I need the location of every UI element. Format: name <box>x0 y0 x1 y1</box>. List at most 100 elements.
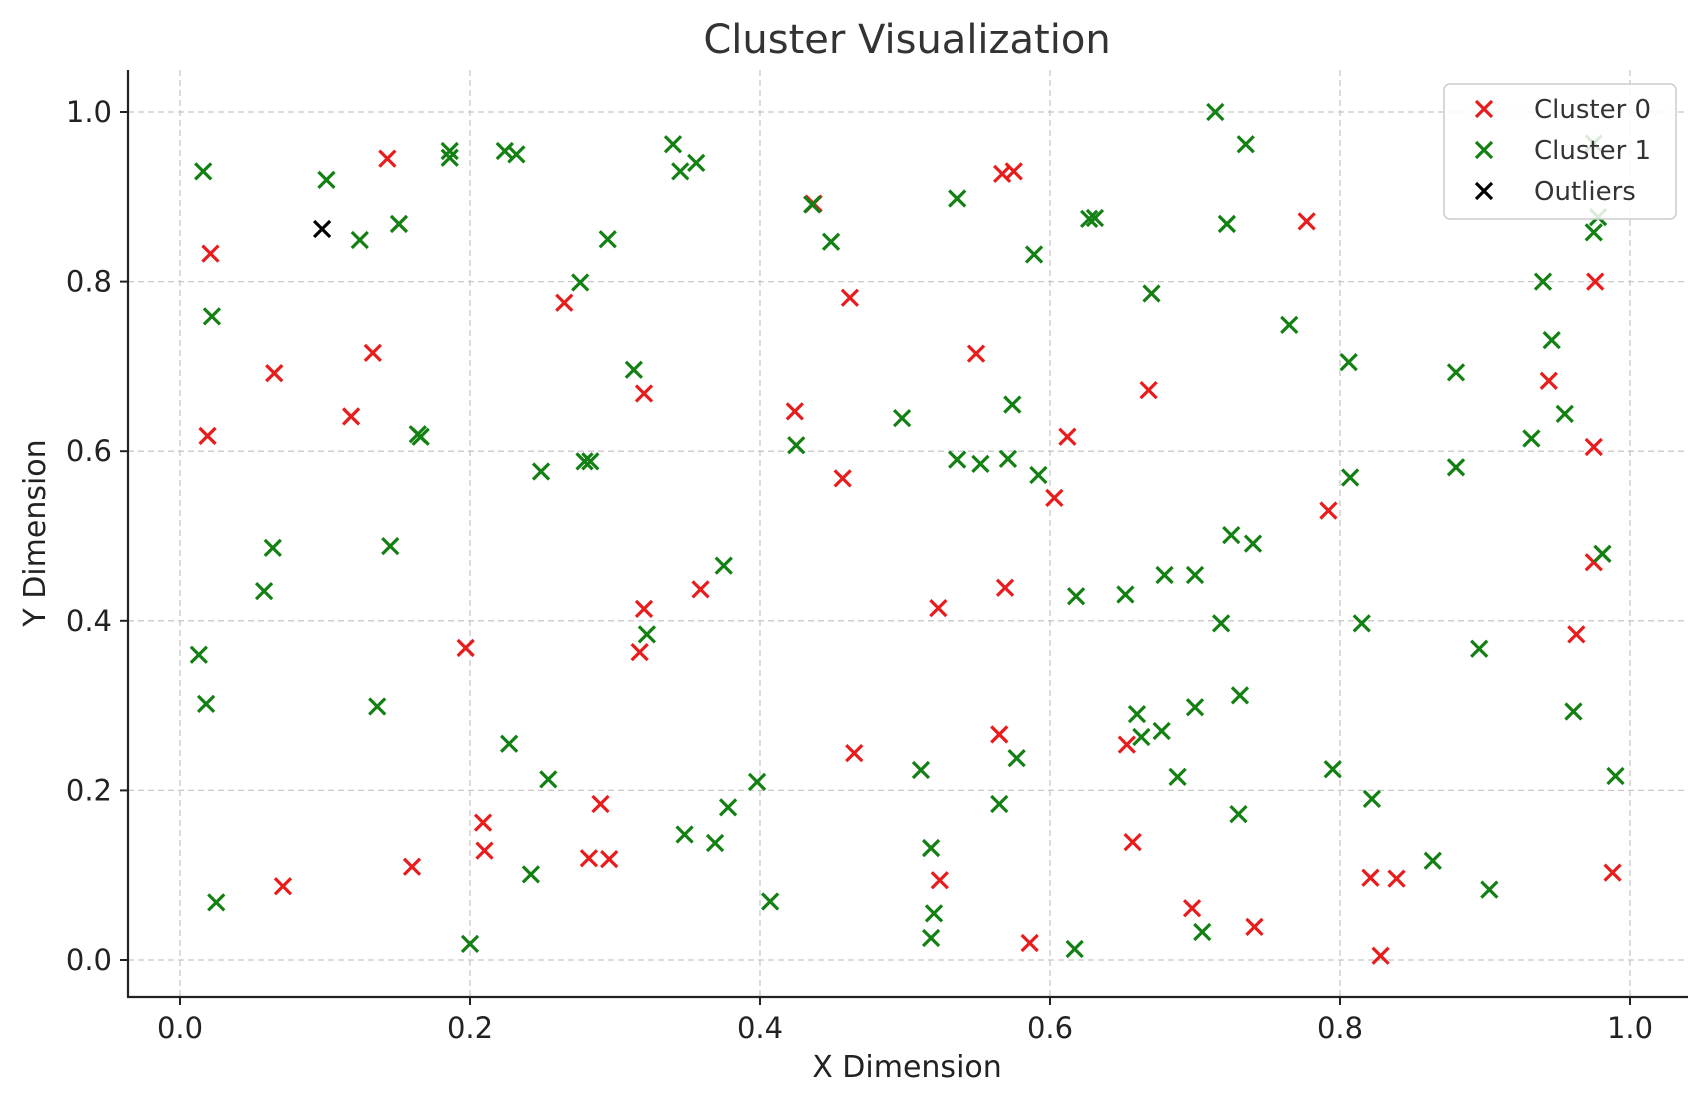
data-point <box>460 934 480 954</box>
data-point <box>1339 353 1358 372</box>
data-point <box>803 195 822 214</box>
data-points <box>189 102 1625 965</box>
data-point <box>1236 135 1255 154</box>
data-point <box>1564 702 1583 721</box>
data-point <box>624 360 643 379</box>
data-point <box>761 892 780 911</box>
data-point <box>1533 272 1553 291</box>
data-point <box>998 449 1018 468</box>
data-point <box>389 214 409 234</box>
data-point <box>1446 363 1466 382</box>
data-point <box>1362 789 1382 809</box>
data-point <box>930 871 949 890</box>
data-point <box>637 625 657 644</box>
data-point <box>948 450 967 469</box>
chart-title: Cluster Visualization <box>703 17 1110 63</box>
data-point <box>1470 639 1489 658</box>
data-point <box>1182 899 1202 918</box>
data-point <box>1116 585 1135 604</box>
data-point <box>402 857 422 876</box>
data-point <box>718 798 738 817</box>
data-point <box>840 288 860 307</box>
data-point <box>1229 805 1248 824</box>
y-tick-label: 1.0 <box>66 95 112 129</box>
data-point <box>201 244 220 263</box>
data-point <box>1155 565 1174 585</box>
data-point <box>691 580 710 599</box>
data-point <box>1168 767 1187 786</box>
y-axis-label: Y Dimension <box>18 439 53 627</box>
data-point <box>363 343 382 362</box>
data-point <box>1123 832 1142 852</box>
data-point <box>1003 395 1022 414</box>
data-point <box>1139 381 1158 400</box>
data-point <box>189 645 208 664</box>
data-point <box>1058 427 1077 446</box>
data-point <box>531 462 551 481</box>
data-point <box>1606 766 1625 786</box>
data-point <box>1567 625 1586 644</box>
data-point <box>1522 429 1541 448</box>
data-point <box>921 928 941 948</box>
data-point <box>456 638 475 658</box>
data-point <box>1206 102 1225 122</box>
x-axis-label: X Dimension <box>812 1050 1002 1085</box>
data-point <box>500 734 519 753</box>
data-point <box>1211 614 1231 633</box>
y-tick-label: 0.8 <box>66 265 112 299</box>
data-point <box>1004 162 1023 181</box>
legend-marker <box>1474 140 1494 160</box>
data-point <box>194 162 213 181</box>
y-tick-label: 0.6 <box>66 434 112 468</box>
data-point <box>1065 939 1084 959</box>
data-point <box>440 141 459 161</box>
series-cluster-0 <box>198 149 1622 965</box>
data-point <box>1007 749 1026 768</box>
y-tick-label: 0.2 <box>66 773 112 807</box>
data-point <box>475 841 494 860</box>
data-point <box>350 230 369 250</box>
data-point <box>1142 284 1161 303</box>
data-point <box>1542 330 1561 350</box>
data-point <box>341 407 361 426</box>
data-point <box>1297 212 1316 231</box>
series-outliers <box>312 219 332 239</box>
data-point <box>1480 880 1499 899</box>
data-point <box>571 273 590 292</box>
data-point <box>995 578 1015 597</box>
data-point <box>1080 209 1099 228</box>
data-point <box>1584 437 1603 457</box>
data-point <box>1024 245 1044 264</box>
data-point <box>714 556 733 575</box>
data-point <box>507 145 526 164</box>
data-point <box>671 162 690 181</box>
data-point <box>1593 544 1612 563</box>
x-tick-label: 1.0 <box>1607 1011 1653 1045</box>
data-point <box>202 307 222 326</box>
grid-lines <box>128 70 1688 997</box>
data-point <box>473 813 493 832</box>
data-point <box>1066 587 1086 606</box>
data-point <box>521 865 541 884</box>
data-point <box>971 454 990 474</box>
data-point <box>1132 727 1151 747</box>
data-point <box>1323 760 1342 779</box>
y-tick-label: 0.0 <box>66 943 112 977</box>
data-point <box>581 452 600 471</box>
data-point <box>630 643 649 662</box>
data-point <box>198 426 217 446</box>
data-point <box>312 219 332 239</box>
data-point <box>1361 868 1380 887</box>
data-point <box>539 770 558 789</box>
data-point <box>1127 704 1147 724</box>
data-point <box>1185 698 1205 717</box>
data-point <box>948 189 967 208</box>
data-point <box>368 697 387 716</box>
data-point <box>1352 614 1371 633</box>
series-cluster-1 <box>189 102 1625 959</box>
data-point <box>196 694 216 714</box>
data-point <box>634 599 654 619</box>
legend-label: Outliers <box>1534 177 1636 207</box>
data-point <box>663 135 683 154</box>
